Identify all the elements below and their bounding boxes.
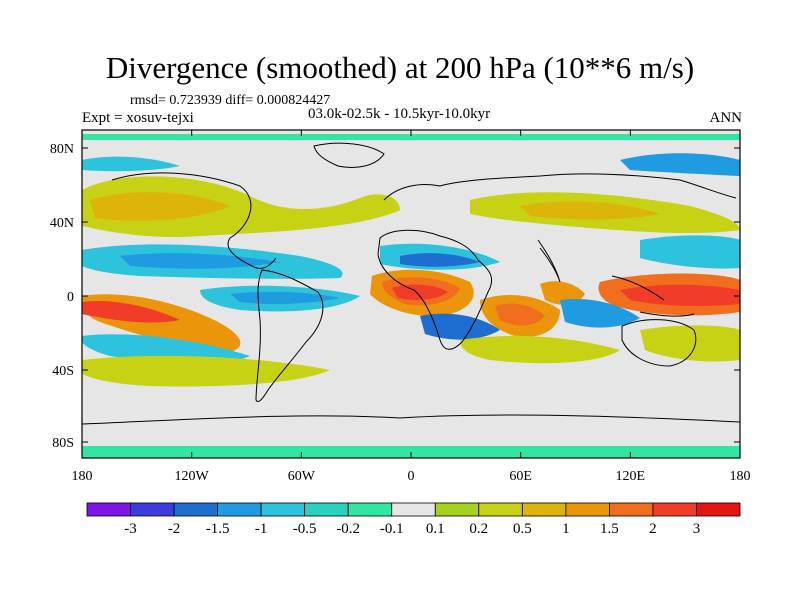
colorbar-label: -2 [168, 521, 181, 537]
north-pacific-positive [90, 192, 230, 221]
lat-tick-label: 80N [50, 142, 74, 157]
atlantic-positive-max [392, 284, 448, 300]
siberia-negative [620, 153, 740, 176]
india-coast [537, 239, 561, 283]
lon-tick-label: 120W [175, 469, 210, 484]
colorbar-swatch [173, 502, 218, 517]
lon-tick-label: 180 [72, 469, 93, 484]
greenland-coast [313, 142, 385, 168]
east-pacific-core [82, 300, 180, 323]
asia-positive-core [520, 201, 660, 220]
colorbar-swatch [609, 502, 654, 517]
west-pacific-negative [640, 235, 740, 269]
plot-title: Divergence (smoothed) at 200 hPa (10**6 … [105, 50, 695, 85]
colorbar-label: -1.5 [206, 521, 230, 537]
colorbar-label: 0.5 [513, 521, 532, 537]
alaska-negative [82, 156, 180, 172]
north-atlantic-positive [82, 176, 400, 238]
colorbar-swatch [86, 502, 131, 517]
colorbar-swatch [217, 502, 262, 517]
lon-tick-label: 60W [288, 469, 316, 484]
latitude-axis: 80N 40N 0 40S 80S [50, 142, 740, 451]
colorbar-swatch [696, 502, 741, 517]
colorbar-label: -0.2 [336, 521, 360, 537]
lon-tick-label: 0 [408, 469, 415, 484]
lat-tick-label: 40S [52, 364, 74, 379]
southwest-pacific-positive [640, 325, 740, 362]
colorbar-label: -0.5 [293, 521, 317, 537]
lon-tick-label: 180 [730, 469, 751, 484]
colorbar-label: 2 [649, 521, 657, 537]
colorbar-swatch [260, 502, 306, 517]
india-positive [540, 281, 585, 305]
colorbar-swatch [434, 502, 480, 517]
indian-negative [560, 298, 640, 328]
eurasia-coast [383, 173, 737, 201]
sahel-negative-core [400, 253, 480, 267]
lat-tick-label: 0 [67, 290, 74, 305]
indian-ocean-core [495, 303, 545, 326]
africa-coast [377, 229, 493, 350]
north-america-coast [111, 172, 277, 269]
colorbar-label: -3 [124, 521, 137, 537]
colorbar-label: 0.2 [469, 521, 488, 537]
south-pacific-negative [82, 334, 250, 363]
southern-ocean-positive [82, 355, 330, 387]
colorbar-swatch [130, 502, 175, 517]
divergence-field [82, 130, 740, 458]
colorbar: -3 -2 -1.5 -1 -0.5 -0.2 -0.1 0.1 0.2 0.5 1 1.5 2 3 [86, 502, 741, 537]
arctic-band [82, 134, 740, 140]
colorbar-swatch [478, 502, 523, 517]
colorbar-label: 0.1 [426, 521, 445, 537]
south-indian-positive [460, 335, 620, 364]
maritime-continent-core [620, 284, 740, 307]
antarctica-coast [82, 414, 740, 425]
colorbar-label: -0.1 [380, 521, 404, 537]
colorbar-label: 1.5 [600, 521, 619, 537]
indonesia-coast [611, 275, 695, 317]
season-label: ANN [709, 110, 743, 126]
colorbar-label: 1 [562, 521, 570, 537]
lon-tick-label: 120E [616, 469, 646, 484]
south-atlantic-negative [420, 313, 500, 340]
colorbar-swatch [391, 502, 436, 517]
rmsd-diff-text: rmsd= 0.723939 diff= 0.000824427 [130, 93, 331, 108]
colorbar-label: 3 [693, 521, 701, 537]
longitude-axis: 180 120W 60W 0 60E 120E 180 [72, 130, 751, 484]
experiment-label: Expt = xosuv-tejxi [82, 110, 194, 126]
colorbar-swatch [521, 502, 567, 517]
colorbar-label: -1 [255, 521, 268, 537]
lat-tick-label: 40N [50, 216, 74, 231]
coastlines [82, 142, 740, 425]
colorbar-swatch [652, 502, 697, 517]
lat-tick-label: 80S [52, 436, 74, 451]
period-label: 03.0k-02.5k - 10.5kyr-10.0kyr [308, 106, 491, 122]
colorbar-swatch [304, 502, 349, 517]
colorbar-swatch [565, 502, 610, 517]
australia-coast [621, 319, 697, 367]
amazon-negative-core [230, 291, 340, 305]
lon-tick-label: 60E [509, 469, 532, 484]
south-america-coast [255, 269, 324, 403]
colorbar-swatch [347, 502, 393, 517]
pacific-negative-core [120, 253, 280, 269]
